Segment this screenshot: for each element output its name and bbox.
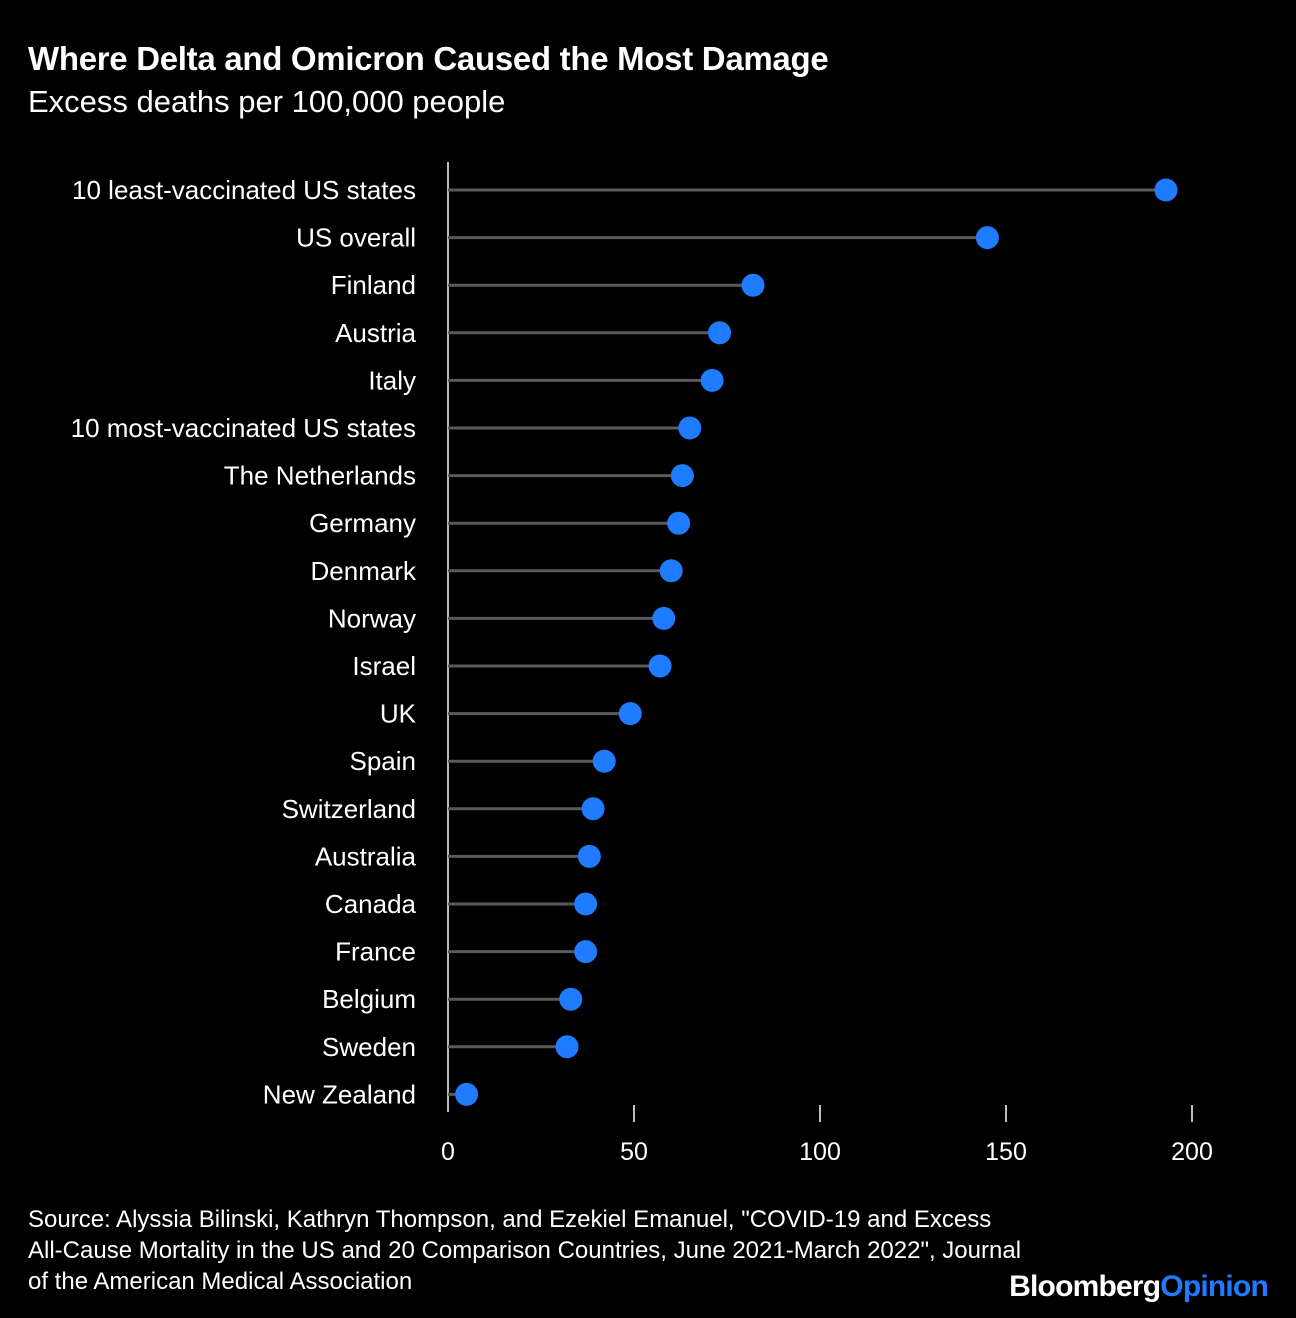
x-tick-label: 200: [1171, 1138, 1213, 1166]
lollipop-dot: [741, 273, 765, 297]
lollipop-dot: [555, 1035, 579, 1059]
category-label: US overall: [296, 223, 416, 253]
lollipop-dot: [975, 226, 999, 250]
lollipop-dot: [592, 749, 616, 773]
category-label: Israel: [352, 651, 416, 681]
category-label: New Zealand: [263, 1079, 416, 1109]
brand-bloomberg: Bloomberg: [1009, 1270, 1161, 1303]
lollipop-dot: [648, 654, 672, 678]
x-tick-label: 50: [620, 1138, 648, 1166]
category-label: Austria: [335, 318, 416, 348]
category-label: Denmark: [311, 556, 417, 586]
lollipop-dot: [678, 416, 702, 440]
category-label: 10 least-vaccinated US states: [72, 175, 416, 205]
category-label: 10 most-vaccinated US states: [71, 413, 416, 443]
x-tick-label: 150: [985, 1138, 1027, 1166]
category-label: Canada: [325, 889, 417, 919]
lollipop-dot: [670, 464, 694, 488]
category-label: Norway: [328, 603, 416, 633]
bloomberg-opinion-logo: BloombergOpinion: [1009, 1270, 1269, 1304]
category-label: Germany: [309, 508, 416, 538]
category-label: Finland: [331, 270, 416, 300]
lollipop-dot: [652, 606, 676, 630]
category-label: UK: [380, 699, 417, 729]
lollipop-dot: [574, 940, 598, 964]
chart-subtitle: Excess deaths per 100,000 people: [28, 84, 506, 119]
lollipop-dot: [574, 892, 598, 916]
x-tick-label: 100: [799, 1138, 841, 1166]
category-label: The Netherlands: [224, 461, 416, 491]
lollipop-dot: [559, 987, 583, 1011]
lollipop-dot: [581, 797, 605, 821]
chart-title: Where Delta and Omicron Caused the Most …: [28, 40, 829, 77]
lollipop-dot: [667, 511, 691, 535]
category-label: Italy: [368, 365, 416, 395]
lollipop-dot: [455, 1082, 479, 1106]
x-tick-label: 0: [441, 1138, 455, 1166]
brand-opinion: Opinion: [1160, 1270, 1269, 1303]
category-label: Switzerland: [282, 794, 416, 824]
lollipop-dot: [708, 321, 732, 345]
category-label: Spain: [350, 746, 417, 776]
category-label: Australia: [315, 841, 417, 871]
lollipop-dot: [618, 702, 642, 726]
lollipop-dot: [577, 844, 601, 868]
category-label: Belgium: [322, 984, 416, 1014]
source-note: Source: Alyssia Bilinski, Kathryn Thomps…: [28, 1206, 1022, 1295]
category-label: Sweden: [322, 1032, 416, 1062]
lollipop-dot: [659, 559, 683, 583]
lollipop-dot: [1154, 178, 1178, 202]
category-label: France: [335, 937, 416, 967]
lollipop-dot: [700, 368, 724, 392]
